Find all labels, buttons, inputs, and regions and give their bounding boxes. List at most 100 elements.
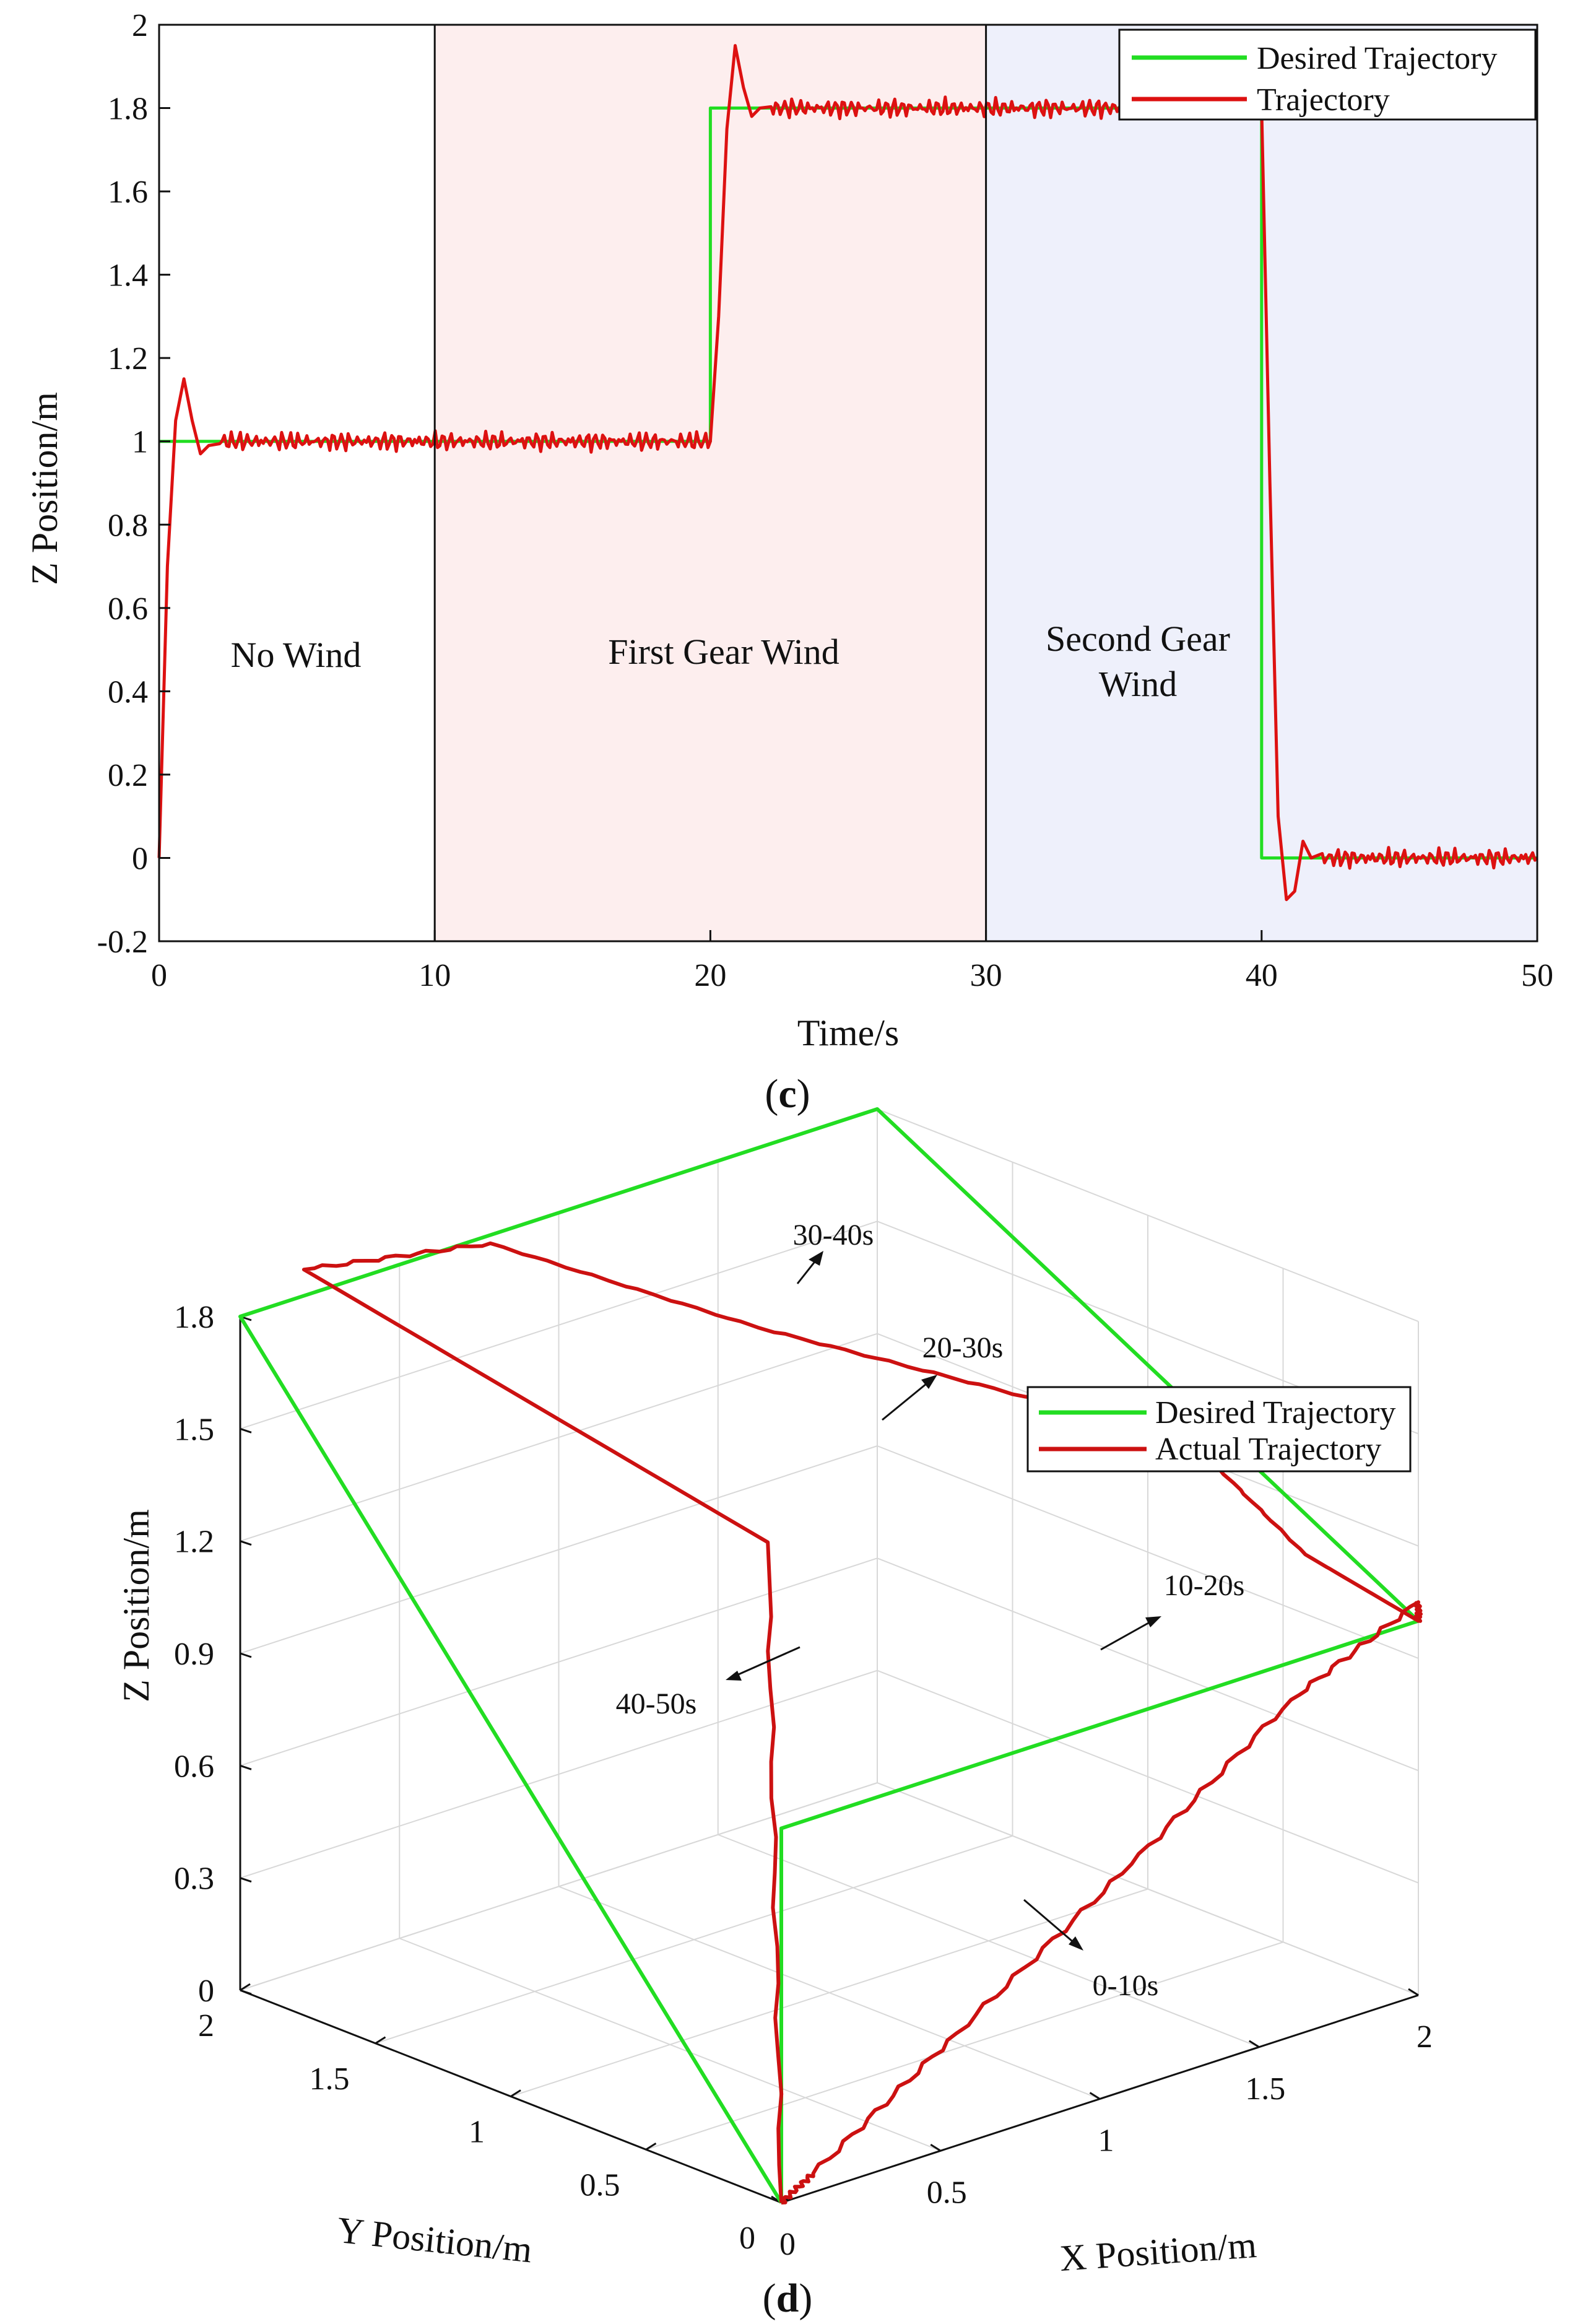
x-tick-label: 10	[419, 958, 451, 993]
y-tick-label-3d: 0	[739, 2221, 755, 2256]
caption-d: (d)	[763, 2276, 813, 2321]
arrowhead-20-30s	[921, 1375, 937, 1389]
x-axis-label-3d: X Position/m	[1058, 2224, 1257, 2279]
annotation-0-10s: 0-10s	[1093, 1969, 1159, 2002]
y-tick-label: 1.8	[108, 92, 148, 127]
region-no-wind	[159, 25, 435, 941]
region-label-second-gear-line2: Wind	[1099, 664, 1178, 704]
series3d-desired-trajectory	[238, 1107, 1420, 2204]
plot-frame-c	[158, 24, 1538, 942]
wall-grid-horizontal	[877, 1782, 1419, 1996]
y-tick-label: -0.2	[97, 925, 148, 960]
x-tick-label-3d: 1	[1098, 2123, 1114, 2159]
y-tick-label-3d: 2	[198, 2008, 214, 2043]
y-tick-label-3d: 1.5	[310, 2061, 350, 2097]
series3d-actual-trajectory	[302, 1241, 1423, 2204]
wall-grid-horizontal	[240, 1782, 878, 1991]
region-label-first-gear-wind: First Gear Wind	[608, 632, 840, 672]
x-tick-label: 40	[1246, 958, 1278, 993]
x-axis-label: Time/s	[797, 1012, 900, 1053]
x-tick-mark-3d	[1248, 2040, 1260, 2048]
wall-grid-horizontal	[240, 1445, 878, 1654]
x-tick-mark-3d	[930, 2143, 942, 2152]
y-tick-label: 0.8	[108, 508, 148, 543]
z-tick-label-3d: 1.5	[174, 1412, 214, 1447]
z-tick-mark-3d	[240, 1877, 252, 1883]
y-tick-label: 1	[132, 425, 148, 460]
wall-grid-horizontal	[877, 1557, 1419, 1772]
arrow-0-10s	[1023, 1899, 1077, 1946]
series-trajectory	[157, 44, 1538, 902]
region-label-no-wind: No Wind	[231, 635, 362, 675]
arrow-40-50s	[734, 1646, 801, 1678]
z-tick-mark-3d	[240, 1652, 252, 1658]
floor-grid-y	[375, 1835, 1013, 2044]
legend-c: Desired Trajectory Trajectory	[1118, 28, 1537, 121]
x-tick-label: 0	[151, 958, 167, 993]
z-axis-label-3d: Z Position/m	[116, 1509, 157, 1702]
y-tick-label: 0.4	[108, 674, 148, 710]
z-tick-mark-3d	[240, 1989, 252, 1995]
z-tick-label-3d: 0.6	[174, 1749, 214, 1784]
annotation-30-40s: 30-40s	[793, 1219, 874, 1251]
arrow-10-20s	[1100, 1619, 1153, 1651]
arrowhead-30-40s	[809, 1251, 823, 1266]
z-tick-label-3d: 0.3	[174, 1861, 214, 1897]
legend-label-actual-3d: Actual Trajectory	[1155, 1432, 1381, 1467]
y-tick-label: 1.2	[108, 341, 148, 376]
x-tick-label: 30	[970, 958, 1002, 993]
legend-label-trajectory: Trajectory	[1257, 82, 1390, 118]
wall-grid-horizontal	[877, 1669, 1419, 1884]
z-tick-label-3d: 1.2	[174, 1525, 214, 1560]
x-tick-mark-3d	[1408, 1988, 1419, 1996]
y-tick-label: 0.6	[108, 591, 148, 627]
y-axis-label-3d: Y Position/m	[335, 2209, 534, 2271]
caption-c: (c)	[765, 1071, 810, 1116]
legend-label-desired: Desired Trajectory	[1257, 41, 1497, 76]
x-tick-label: 20	[694, 958, 726, 993]
arrowhead-0-10s	[1069, 1936, 1083, 1951]
legend-box	[1118, 28, 1537, 121]
wall-grid-horizontal	[877, 1108, 1419, 1322]
x-tick-mark-3d	[1089, 2092, 1101, 2100]
y-tick-mark-3d	[510, 2089, 521, 2097]
legend-d: Desired Trajectory Actual Trajectory	[1026, 1386, 1412, 1473]
z-tick-mark-3d	[240, 1764, 252, 1770]
annotation-10-20s: 10-20s	[1164, 1569, 1245, 1602]
arrowhead-10-20s	[1145, 1616, 1161, 1627]
y-tick-mark-3d	[375, 2036, 386, 2045]
y-tick-label: 1.4	[108, 258, 148, 294]
legend-box-3d	[1026, 1386, 1412, 1473]
x-tick-label-3d: 0	[779, 2227, 796, 2262]
z-tick-label-3d: 0	[198, 1974, 214, 2009]
z-tick-label-3d: 0.9	[174, 1637, 214, 1672]
y-tick-mark-3d	[240, 1983, 251, 1991]
floor-grid-y	[510, 1888, 1148, 2097]
wall-grid-horizontal	[240, 1333, 878, 1542]
legend-label-desired-3d: Desired Trajectory	[1155, 1395, 1395, 1430]
wall-grid-horizontal	[240, 1221, 878, 1430]
y-tick-label: 2	[132, 8, 148, 43]
z-tick-mark-3d	[240, 1540, 252, 1546]
chart-c: 0 10 20 30 40 50-0.200.20.40.60.811.21.41.61.…	[24, 8, 1553, 1116]
z-tick-mark-3d	[240, 1427, 252, 1434]
z-tick-label-3d: 1.8	[174, 1300, 214, 1335]
y-tick-label: 0	[132, 841, 148, 876]
y-tick-label: 0.2	[108, 758, 148, 793]
y-axis-label: Z Position/m	[24, 392, 65, 585]
x-tick-label: 50	[1521, 958, 1553, 993]
region-label-second-gear-line1: Second Gear	[1046, 619, 1230, 659]
x-tick-label-3d: 0.5	[927, 2175, 967, 2210]
floor-grid-x	[718, 1834, 1260, 2048]
annotation-40-50s: 40-50s	[616, 1687, 697, 1720]
y-tick-label: 1.6	[108, 175, 148, 210]
arrowhead-40-50s	[726, 1671, 742, 1681]
annotations-3d: 30-40s 20-30s 10-20s 40-50s 0-10s	[616, 1219, 1245, 2002]
x-tick-label-3d: 1.5	[1245, 2071, 1285, 2107]
y-tick-mark-3d	[645, 2142, 657, 2151]
arrow-20-30s	[882, 1380, 931, 1421]
annotation-20-30s: 20-30s	[922, 1331, 1004, 1364]
y-tick-label-3d: 1	[469, 2115, 485, 2150]
